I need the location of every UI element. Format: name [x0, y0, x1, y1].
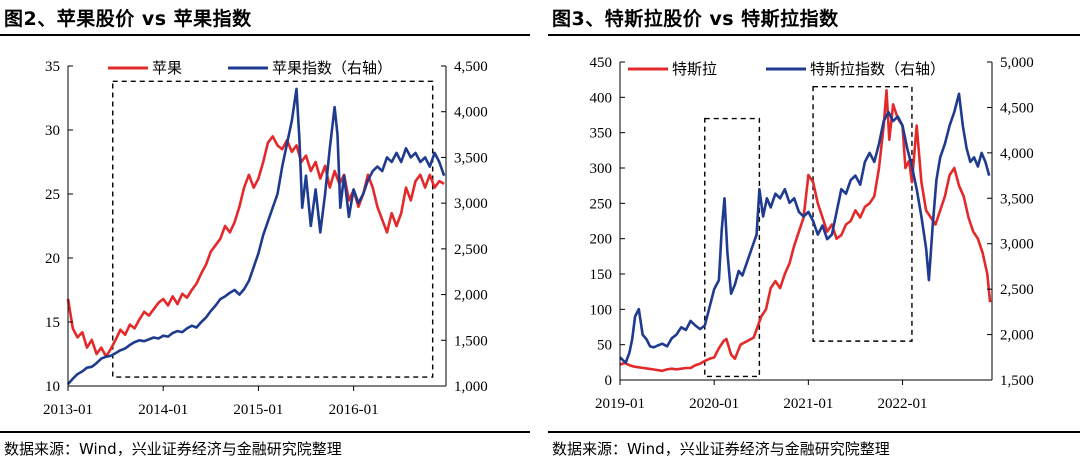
chart-panel-apple: 图2、苹果股价 vs 苹果指数 10 15 20 25 30 35 1,000 1,500 2,…	[0, 0, 530, 466]
left-tick-label: 30	[45, 123, 60, 139]
left-tick-label: 100	[590, 302, 613, 318]
left-tick-label: 25	[45, 187, 60, 203]
right-tick-label: 1,000	[454, 379, 488, 395]
right-tick-label: 1,500	[1000, 373, 1034, 389]
annotation-box	[812, 86, 913, 342]
tesla-chart: 0 50 100 150 200 250 300 350 400 450 1,500 2,000 2,5…	[590, 55, 1034, 412]
source-rule	[548, 431, 1080, 433]
right-tick-label: 2,000	[1000, 328, 1034, 344]
right-tick-label: 4,000	[454, 105, 488, 121]
left-tick-label: 200	[590, 232, 613, 248]
series-line-1	[619, 92, 991, 364]
title-rule	[0, 34, 530, 36]
x-tick-label: 2021-01	[783, 396, 833, 412]
right-tick-label: 4,000	[1000, 146, 1034, 162]
series-line-0	[66, 135, 445, 358]
right-tick-label: 3,000	[1000, 237, 1034, 253]
chart-title: 图3、特斯拉股价 vs 特斯拉指数	[552, 8, 839, 30]
legend-label-0: 特斯拉	[672, 60, 717, 78]
left-tick-label: 300	[590, 161, 613, 177]
left-tick-label: 20	[45, 251, 60, 267]
right-tick-label: 3,500	[1000, 191, 1034, 207]
right-tick-label: 1,500	[454, 333, 488, 349]
left-tick-label: 150	[590, 267, 613, 283]
series-line-1	[67, 87, 446, 386]
left-tick-label: 15	[45, 315, 60, 331]
apple-chart: 10 15 20 25 30 35 1,000 1,500 2,000 2,500 3,000 3,5…	[43, 59, 488, 418]
right-tick-label: 2,500	[454, 242, 488, 258]
right-tick-label: 4,500	[1000, 100, 1034, 116]
x-tick-label: 2016-01	[329, 402, 379, 418]
left-tick-label: 10	[45, 379, 60, 395]
x-tick-label: 2020-01	[689, 396, 739, 412]
left-tick-label: 250	[590, 196, 613, 212]
source-note: 数据来源：Wind，兴业证券经济与金融研究院整理	[4, 440, 342, 458]
x-tick-label: 2022-01	[878, 396, 928, 412]
legend-label-1: 苹果指数（右轴）	[272, 59, 392, 77]
legend-label-0: 苹果	[152, 59, 182, 77]
left-tick-label: 35	[45, 59, 60, 75]
left-tick-label: 50	[597, 338, 612, 354]
right-tick-label: 3,000	[454, 196, 488, 212]
right-tick-label: 5,000	[1000, 55, 1034, 71]
source-rule	[0, 431, 530, 433]
x-tick-label: 2014-01	[138, 402, 188, 418]
right-tick-label: 4,500	[454, 59, 488, 75]
annotation-box	[704, 117, 761, 378]
x-tick-label: 2013-01	[43, 402, 93, 418]
left-tick-label: 350	[590, 126, 613, 142]
title-rule	[548, 34, 1080, 36]
series-line-0	[619, 89, 992, 373]
x-tick-label: 2019-01	[595, 396, 645, 412]
annotation-box	[112, 80, 434, 378]
legend-label-1: 特斯拉指数（右轴）	[810, 60, 945, 78]
right-tick-label: 2,500	[1000, 282, 1034, 298]
left-tick-label: 400	[590, 90, 613, 106]
right-tick-label: 3,500	[454, 150, 488, 166]
left-tick-label: 0	[605, 373, 613, 389]
left-tick-label: 450	[590, 55, 613, 71]
source-note: 数据来源：Wind，兴业证券经济与金融研究院整理	[552, 440, 890, 458]
right-tick-label: 2,000	[454, 288, 488, 304]
chart-title: 图2、苹果股价 vs 苹果指数	[4, 8, 252, 30]
x-tick-label: 2015-01	[233, 402, 283, 418]
chart-panel-tesla: 图3、特斯拉股价 vs 特斯拉指数 0 50 100 150 200 250 300 350 4…	[548, 0, 1080, 466]
